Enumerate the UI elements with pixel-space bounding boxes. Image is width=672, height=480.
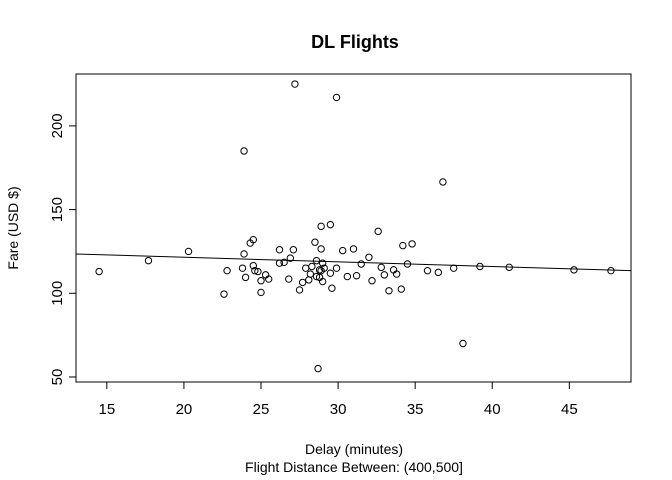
data-point	[339, 246, 347, 255]
data-point	[392, 270, 401, 278]
data-point	[285, 275, 293, 283]
data-point	[144, 256, 153, 265]
data-point	[275, 246, 284, 254]
chart-title: DL Flights	[311, 32, 399, 52]
data-point	[249, 236, 257, 244]
data-point	[365, 253, 373, 261]
data-point	[439, 178, 447, 186]
y-tick-label: 100	[49, 281, 66, 306]
data-point	[249, 261, 257, 270]
x-tick-label: 30	[330, 401, 347, 418]
data-point	[403, 260, 412, 268]
x-tick-label: 25	[253, 401, 270, 418]
data-point	[265, 275, 273, 283]
data-point	[308, 262, 316, 271]
x-tick-label: 15	[98, 401, 115, 418]
data-point	[184, 247, 193, 256]
data-point	[476, 262, 484, 271]
data-point	[317, 222, 325, 231]
data-point	[607, 266, 615, 275]
data-point	[408, 240, 416, 248]
data-point	[312, 272, 321, 281]
data-point	[357, 260, 365, 268]
data-point	[343, 272, 352, 281]
data-point	[241, 273, 250, 282]
data-point	[570, 266, 578, 274]
data-point	[459, 339, 467, 348]
data-point	[320, 264, 328, 272]
data-point	[314, 364, 322, 373]
data-point	[257, 288, 265, 297]
data-point	[318, 277, 327, 286]
x-axis-label: Delay (minutes)	[305, 441, 403, 457]
data-point	[240, 147, 248, 155]
data-point	[450, 264, 458, 272]
data-point	[317, 245, 325, 253]
data-point	[423, 266, 432, 275]
data-point	[374, 227, 382, 236]
y-tick-label: 200	[49, 113, 66, 138]
data-point	[286, 254, 294, 262]
data-point	[315, 266, 324, 274]
data-point	[223, 266, 231, 275]
data-point	[318, 259, 327, 267]
data-point	[291, 80, 299, 88]
y-tick-label: 150	[49, 197, 66, 222]
data-point	[220, 290, 228, 298]
regression-line	[75, 253, 632, 272]
plot-frame	[75, 73, 632, 383]
chart-subtitle: Flight Distance Between: (400,500]	[245, 459, 463, 475]
data-point	[326, 220, 335, 229]
data-point	[349, 245, 358, 253]
data-point	[238, 264, 247, 272]
x-axis: 15 20 25 30 35 40 45	[98, 381, 578, 418]
data-point	[332, 93, 341, 102]
data-point	[332, 264, 341, 272]
data-point	[377, 263, 385, 272]
y-tick-label: 50	[49, 369, 66, 386]
x-tick-label: 40	[484, 401, 501, 418]
data-point	[312, 256, 321, 265]
data-points	[95, 80, 615, 373]
data-point	[298, 278, 307, 287]
y-axis: 50 100 150 200	[49, 113, 77, 386]
data-point	[251, 266, 259, 275]
data-point	[302, 264, 310, 272]
data-point	[326, 269, 335, 277]
x-tick-label: 35	[407, 401, 424, 418]
data-point	[385, 287, 393, 295]
data-point	[240, 250, 248, 258]
data-point	[397, 285, 405, 293]
data-point	[352, 272, 361, 280]
data-point	[306, 270, 315, 278]
data-point	[311, 238, 319, 246]
data-point	[368, 277, 376, 285]
data-point	[328, 284, 336, 292]
data-point	[275, 259, 284, 267]
data-point	[95, 267, 103, 276]
y-axis-label: Fare (USD $)	[5, 186, 21, 269]
data-point	[399, 241, 407, 250]
data-point	[254, 267, 262, 276]
data-point	[505, 263, 513, 272]
data-point	[280, 258, 288, 267]
data-point	[289, 246, 298, 254]
data-point	[295, 286, 304, 294]
data-point	[434, 268, 442, 277]
x-tick-label: 45	[561, 401, 578, 418]
data-point	[257, 277, 265, 285]
data-point	[380, 271, 389, 279]
x-tick-label: 20	[176, 401, 193, 418]
